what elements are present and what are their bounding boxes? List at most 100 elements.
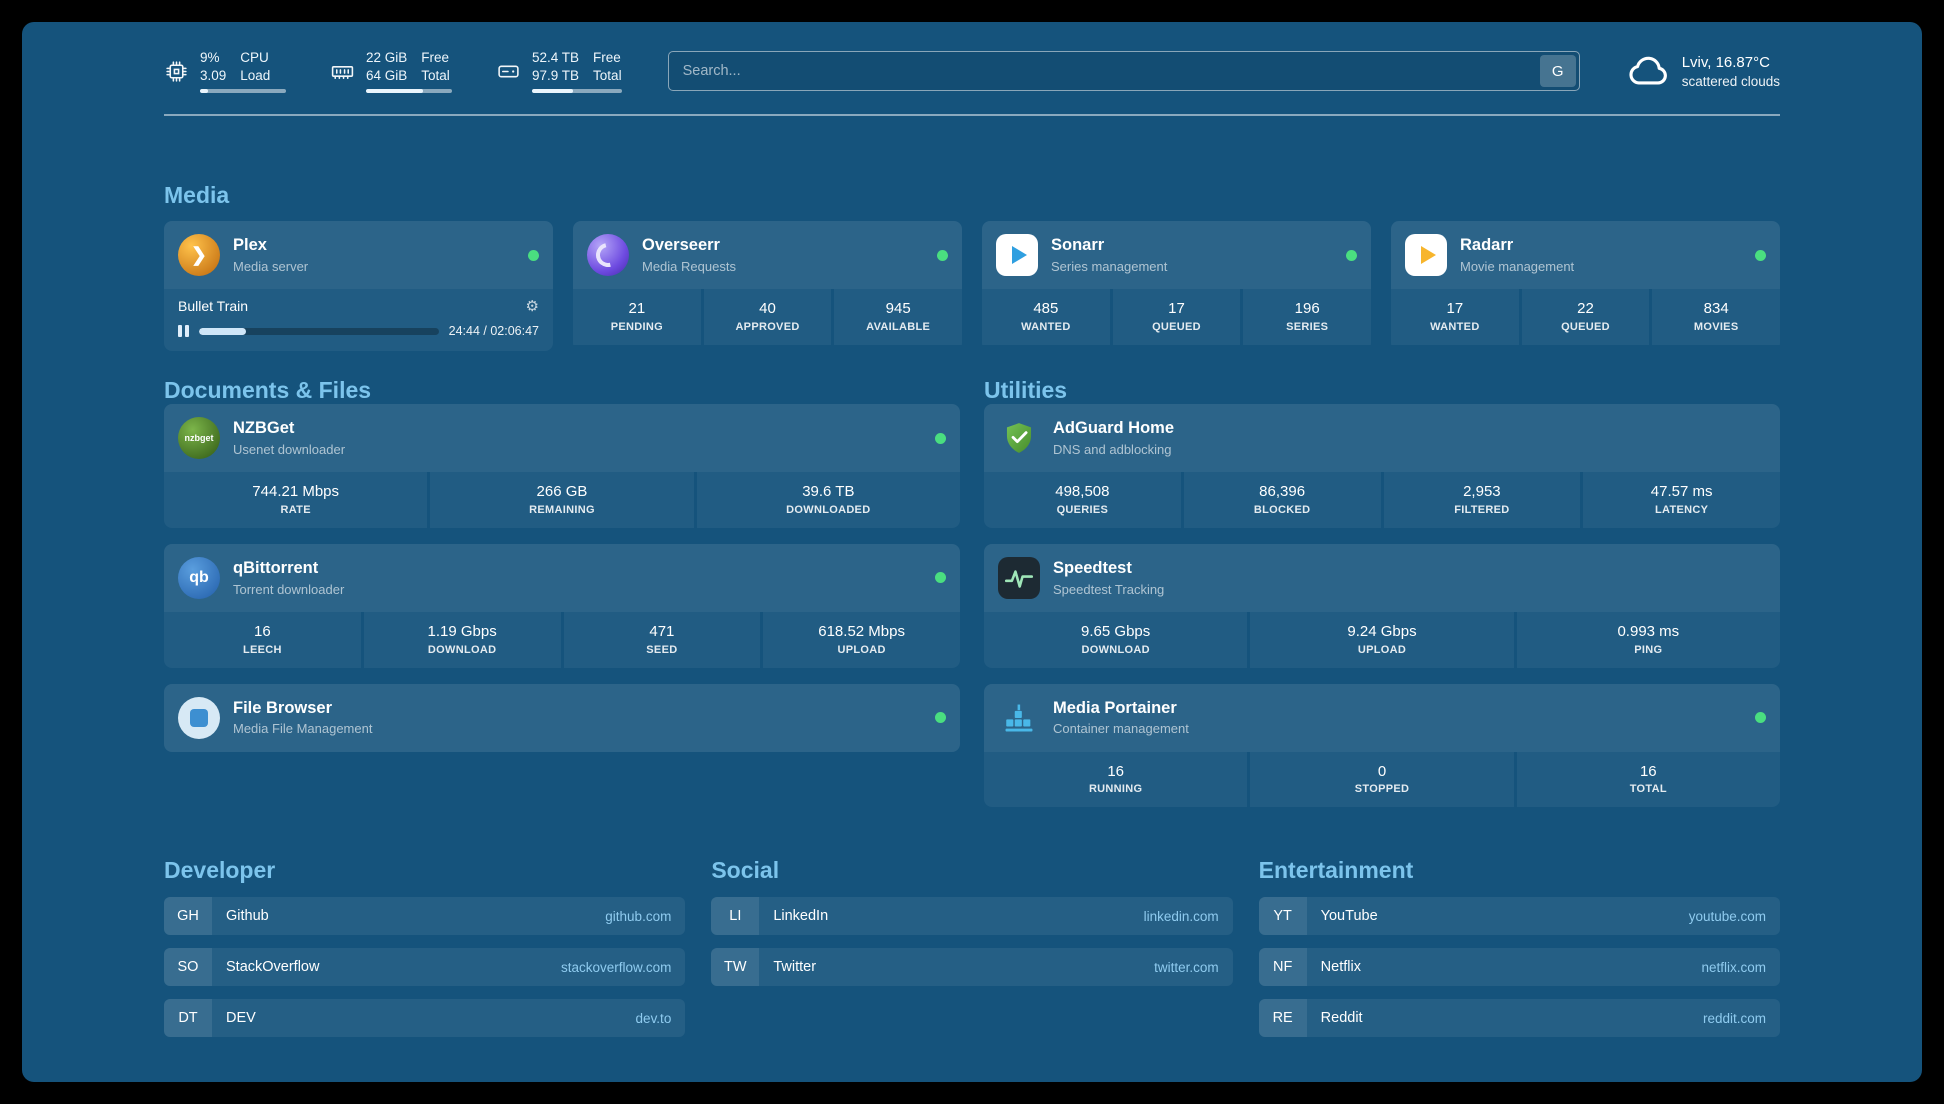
bookmark-name: Reddit bbox=[1320, 1010, 1363, 1027]
bookmark-stackoverflow[interactable]: SO StackOverflow stackoverflow.com bbox=[164, 948, 686, 987]
plex-icon bbox=[178, 234, 220, 276]
section-title-social: Social bbox=[711, 857, 780, 884]
search-provider-button[interactable]: G bbox=[1539, 55, 1576, 87]
service-name: AdGuard Home bbox=[1053, 419, 1175, 438]
stat-stopped: 0 STOPPED bbox=[1250, 751, 1514, 808]
playback-progress-bar[interactable] bbox=[199, 327, 439, 335]
service-subtitle: Container management bbox=[1053, 721, 1189, 737]
overseerr-icon bbox=[587, 234, 629, 276]
bookmark-github[interactable]: GH Github github.com bbox=[164, 897, 686, 936]
service-subtitle: Torrent downloader bbox=[233, 581, 345, 597]
service-subtitle: Media Requests bbox=[642, 258, 736, 274]
service-name: qBittorrent bbox=[233, 558, 319, 577]
bookmark-group-entertainment: Entertainment YT YouTube youtube.com NF … bbox=[1258, 857, 1780, 1038]
service-card-qbittorrent[interactable]: qb qBittorrent Torrent downloader 16 bbox=[164, 543, 960, 668]
bookmark-name: StackOverflow bbox=[226, 959, 320, 976]
bookmark-linkedin[interactable]: LI LinkedIn linkedin.com bbox=[711, 897, 1233, 936]
bookmark-domain: stackoverflow.com bbox=[561, 959, 672, 975]
portainer-icon bbox=[998, 697, 1040, 739]
bookmark-name: Twitter bbox=[773, 959, 817, 976]
qbittorrent-icon: qb bbox=[178, 556, 220, 599]
service-card-speedtest[interactable]: Speedtest Speedtest Tracking 9.65 Gbps D… bbox=[984, 543, 1780, 668]
bookmark-domain: dev.to bbox=[635, 1010, 672, 1026]
bookmark-abbr: SO bbox=[164, 948, 212, 987]
bookmark-name: Netflix bbox=[1320, 959, 1361, 976]
stat-blocked: 86,396 BLOCKED bbox=[1183, 472, 1381, 528]
service-subtitle: Series management bbox=[1051, 258, 1168, 274]
disk-total-label: Total bbox=[593, 68, 622, 83]
topbar-divider bbox=[164, 114, 1780, 116]
bookmark-twitter[interactable]: TW Twitter twitter.com bbox=[711, 948, 1233, 987]
stat-ping: 0.993 ms PING bbox=[1516, 611, 1780, 668]
service-card-sonarr[interactable]: Sonarr Series management 485 WANTED 17 Q… bbox=[982, 221, 1371, 351]
playback-time: 24:44 / 02:06:47 bbox=[448, 324, 539, 338]
disk-total-value: 97.9 TB bbox=[532, 68, 580, 83]
service-name: Plex bbox=[233, 236, 267, 255]
bookmark-group-social: Social LI LinkedIn linkedin.com TW Twitt… bbox=[711, 857, 1233, 987]
stat-movies: 834 MOVIES bbox=[1652, 289, 1780, 345]
adguard-icon bbox=[998, 417, 1040, 459]
service-card-filebrowser[interactable]: File Browser Media File Management bbox=[164, 683, 960, 752]
disk-progress-bar bbox=[532, 88, 622, 93]
dashboard: 9% 3.09 CPU Load bbox=[22, 22, 1922, 1082]
resource-widgets: 9% 3.09 CPU Load bbox=[164, 49, 622, 93]
bookmark-domain: linkedin.com bbox=[1143, 908, 1219, 924]
service-card-overseerr[interactable]: Overseerr Media Requests 21 PENDING 40 A… bbox=[573, 221, 962, 351]
service-name: Radarr bbox=[1460, 236, 1514, 255]
sonarr-icon bbox=[996, 234, 1038, 276]
status-dot bbox=[528, 249, 539, 261]
stat-pending: 21 PENDING bbox=[573, 289, 701, 345]
bookmark-domain: reddit.com bbox=[1702, 1010, 1766, 1026]
bookmarks: Developer GH Github github.com SO StackO… bbox=[164, 857, 1780, 1038]
service-card-nzbget[interactable]: nzbget NZBGet Usenet downloader 744.21 M… bbox=[164, 404, 960, 528]
stat-leech: 16 LEECH bbox=[164, 611, 361, 668]
topbar: 9% 3.09 CPU Load bbox=[164, 42, 1780, 100]
bookmark-abbr: GH bbox=[164, 897, 212, 936]
cpu-usage-value: 9% bbox=[200, 50, 220, 66]
radarr-icon bbox=[1405, 234, 1447, 276]
bookmark-abbr: TW bbox=[711, 948, 760, 987]
bookmark-youtube[interactable]: YT YouTube youtube.com bbox=[1258, 897, 1780, 936]
load-label: Load bbox=[240, 68, 271, 83]
section-documents: Documents & Files nzbget NZBGet Usenet d… bbox=[164, 377, 960, 752]
service-card-plex[interactable]: Plex Media server Bullet Train bbox=[164, 221, 553, 351]
service-subtitle: Media server bbox=[233, 258, 309, 274]
bookmark-reddit[interactable]: RE Reddit reddit.com bbox=[1258, 999, 1780, 1038]
pause-button[interactable] bbox=[178, 325, 189, 337]
memory-progress-bar bbox=[366, 88, 452, 93]
disk-widget: 52.4 TB 97.9 TB Free Total bbox=[496, 49, 622, 93]
service-card-portainer[interactable]: Media Portainer Container management 16 … bbox=[984, 683, 1780, 808]
stat-total: 16 TOTAL bbox=[1516, 751, 1780, 808]
bookmark-domain: github.com bbox=[605, 908, 672, 924]
memory-total-label: Total bbox=[421, 68, 450, 83]
stat-approved: 40 APPROVED bbox=[703, 289, 832, 345]
section-utilities: Utilities bbox=[984, 377, 1780, 808]
bookmark-name: DEV bbox=[226, 1010, 256, 1027]
stat-upload: 9.24 Gbps UPLOAD bbox=[1250, 611, 1514, 668]
search-input[interactable] bbox=[668, 52, 1537, 90]
gear-icon[interactable] bbox=[526, 299, 539, 314]
service-card-adguard[interactable]: AdGuard Home DNS and adblocking 498,508 … bbox=[984, 404, 1780, 528]
cpu-load-value: 3.09 bbox=[200, 68, 227, 83]
service-subtitle: Speedtest Tracking bbox=[1053, 581, 1165, 597]
stat-wanted: 485 WANTED bbox=[982, 289, 1110, 345]
bookmark-domain: netflix.com bbox=[1701, 959, 1766, 975]
stat-queries: 498,508 QUERIES bbox=[984, 472, 1181, 528]
bookmark-abbr: NF bbox=[1258, 948, 1307, 987]
stat-downloaded: 39.6 TB DOWNLOADED bbox=[696, 472, 960, 528]
service-card-radarr[interactable]: Radarr Movie management 17 WANTED 22 QUE… bbox=[1391, 221, 1780, 351]
cpu-progress-bar bbox=[200, 88, 286, 93]
bookmark-name: YouTube bbox=[1320, 908, 1378, 925]
section-title-utilities: Utilities bbox=[984, 377, 1068, 403]
bookmark-netflix[interactable]: NF Netflix netflix.com bbox=[1258, 948, 1780, 987]
speedtest-icon bbox=[998, 556, 1040, 599]
weather-location-temp: Lviv, 16.87°C bbox=[1681, 54, 1770, 72]
stat-upload: 618.52 Mbps UPLOAD bbox=[763, 611, 960, 668]
bookmark-abbr: RE bbox=[1258, 999, 1307, 1038]
memory-total-value: 64 GiB bbox=[366, 68, 408, 83]
stat-rate: 744.21 Mbps RATE bbox=[164, 472, 428, 528]
bookmark-name: LinkedIn bbox=[773, 908, 829, 925]
bookmark-dev[interactable]: DT DEV dev.to bbox=[164, 999, 686, 1038]
bookmark-abbr: DT bbox=[164, 999, 212, 1038]
service-name: NZBGet bbox=[233, 419, 295, 438]
